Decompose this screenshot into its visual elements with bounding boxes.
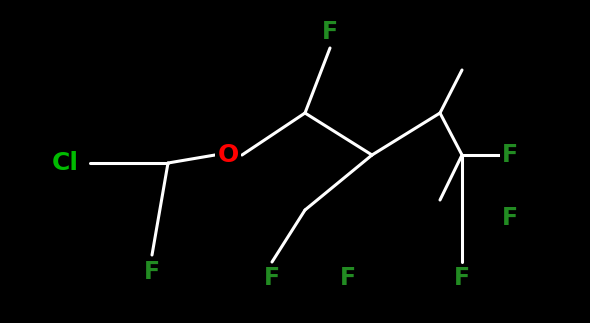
- Text: F: F: [502, 206, 518, 230]
- Text: F: F: [264, 266, 280, 290]
- Text: F: F: [340, 266, 356, 290]
- Text: Cl: Cl: [51, 151, 78, 175]
- Text: F: F: [322, 20, 338, 44]
- Text: F: F: [502, 143, 518, 167]
- Text: F: F: [454, 266, 470, 290]
- Text: O: O: [217, 143, 238, 167]
- Text: F: F: [144, 260, 160, 284]
